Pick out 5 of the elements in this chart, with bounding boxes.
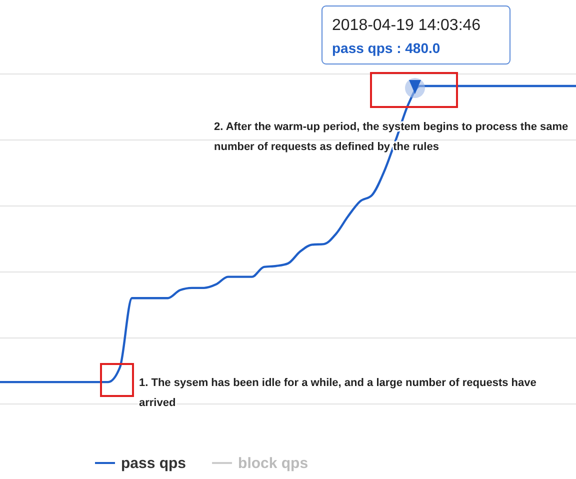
legend-label: block qps — [238, 455, 308, 472]
annotation: 1. The sysem has been idle for a while, and a large number of requests have arrived — [139, 377, 536, 409]
text: pass qps : 480.0 — [332, 40, 440, 56]
legend-label: pass qps — [121, 455, 186, 472]
text: 2018-04-19 14:03:46 — [332, 17, 481, 34]
